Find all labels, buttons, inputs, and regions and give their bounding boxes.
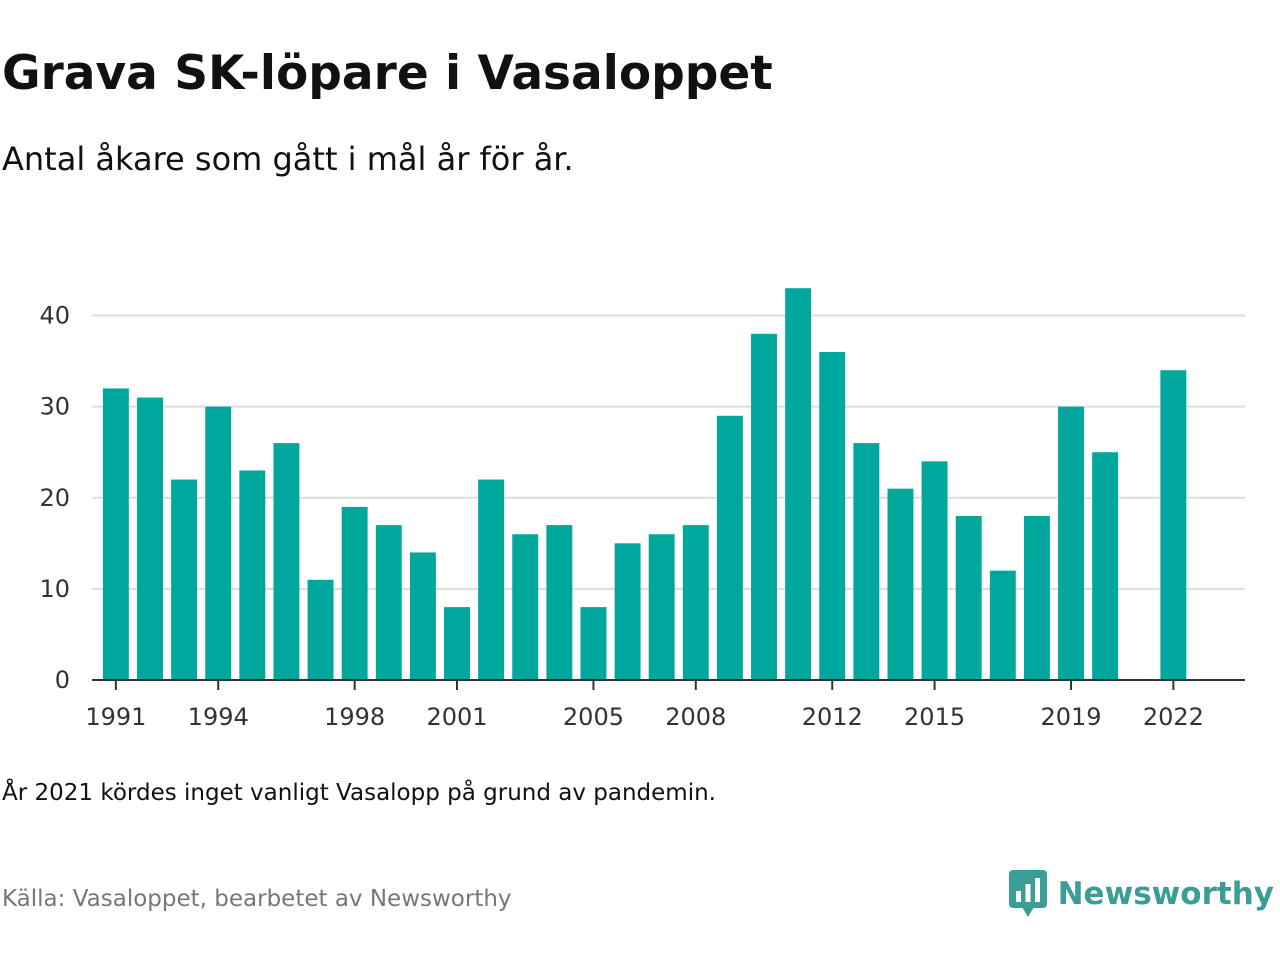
brand-name: Newsworthy: [1057, 876, 1274, 912]
bar: [409, 552, 436, 680]
bar: [1160, 370, 1187, 680]
bar: [512, 534, 539, 680]
x-axis-labels: 1991 1994 1998 2001 2005 2008 2012 2015 2019 2022: [85, 703, 1204, 730]
bar: [1058, 406, 1084, 680]
bar: [375, 525, 402, 680]
bars: [102, 288, 1187, 680]
bar: [171, 479, 198, 680]
y-axis-labels: 0 10 20 30 40: [39, 302, 70, 694]
bar: [239, 470, 266, 680]
bar: [716, 415, 743, 680]
bar: [580, 607, 607, 680]
x-tick-label: 2005: [563, 703, 624, 730]
x-tick-label: 2015: [904, 703, 965, 730]
bar: [546, 525, 573, 680]
chart-note: År 2021 kördes inget vanligt Vasalopp på…: [2, 780, 716, 806]
bar: [1092, 452, 1119, 680]
newsworthy-chart-bubble-icon: [1008, 870, 1047, 917]
bar: [819, 352, 846, 680]
bar: [307, 579, 334, 680]
bar: [955, 516, 982, 680]
bar: [478, 479, 505, 680]
bar: [341, 506, 368, 680]
bar: [989, 570, 1016, 680]
bar: [785, 288, 812, 680]
y-tick-label: 10: [39, 575, 70, 603]
bar: [853, 443, 880, 680]
x-tick-label: 2019: [1040, 703, 1101, 730]
x-tick-label: 1998: [324, 703, 385, 730]
brand-logo[interactable]: Newsworthy: [1008, 868, 1274, 920]
x-tick-label: 1994: [188, 703, 249, 730]
y-tick-label: 30: [39, 393, 70, 421]
x-tick-label: 2022: [1143, 703, 1204, 730]
chart-subtitle: Antal åkare som gått i mål år för år.: [2, 140, 574, 178]
bar: [102, 388, 129, 680]
y-tick-label: 40: [39, 302, 70, 330]
y-tick-label: 0: [55, 666, 70, 694]
y-tick-label: 20: [39, 484, 70, 512]
bar: [751, 333, 777, 680]
bar: [921, 461, 948, 680]
bar: [1023, 516, 1050, 680]
x-tick-label: 2001: [426, 703, 487, 730]
bar: [137, 397, 163, 680]
x-tick-label: 2008: [665, 703, 726, 730]
x-axis: [92, 679, 1245, 690]
bar: [444, 607, 470, 680]
source-text: Källa: Vasaloppet, bearbetet av Newswort…: [2, 886, 512, 912]
bar: [614, 543, 641, 680]
bar: [887, 488, 914, 680]
chart-title: Grava SK-löpare i Vasaloppet: [2, 46, 773, 101]
bar: [205, 406, 232, 680]
x-tick-label: 1991: [85, 703, 146, 730]
bar-chart: 0 10 20 30 40 1991 1994 1998 2001 2005 2008 2012 20…: [39, 288, 1245, 730]
bar: [682, 525, 709, 680]
bar: [648, 534, 675, 680]
x-tick-label: 2012: [802, 703, 863, 730]
bar: [273, 443, 300, 680]
